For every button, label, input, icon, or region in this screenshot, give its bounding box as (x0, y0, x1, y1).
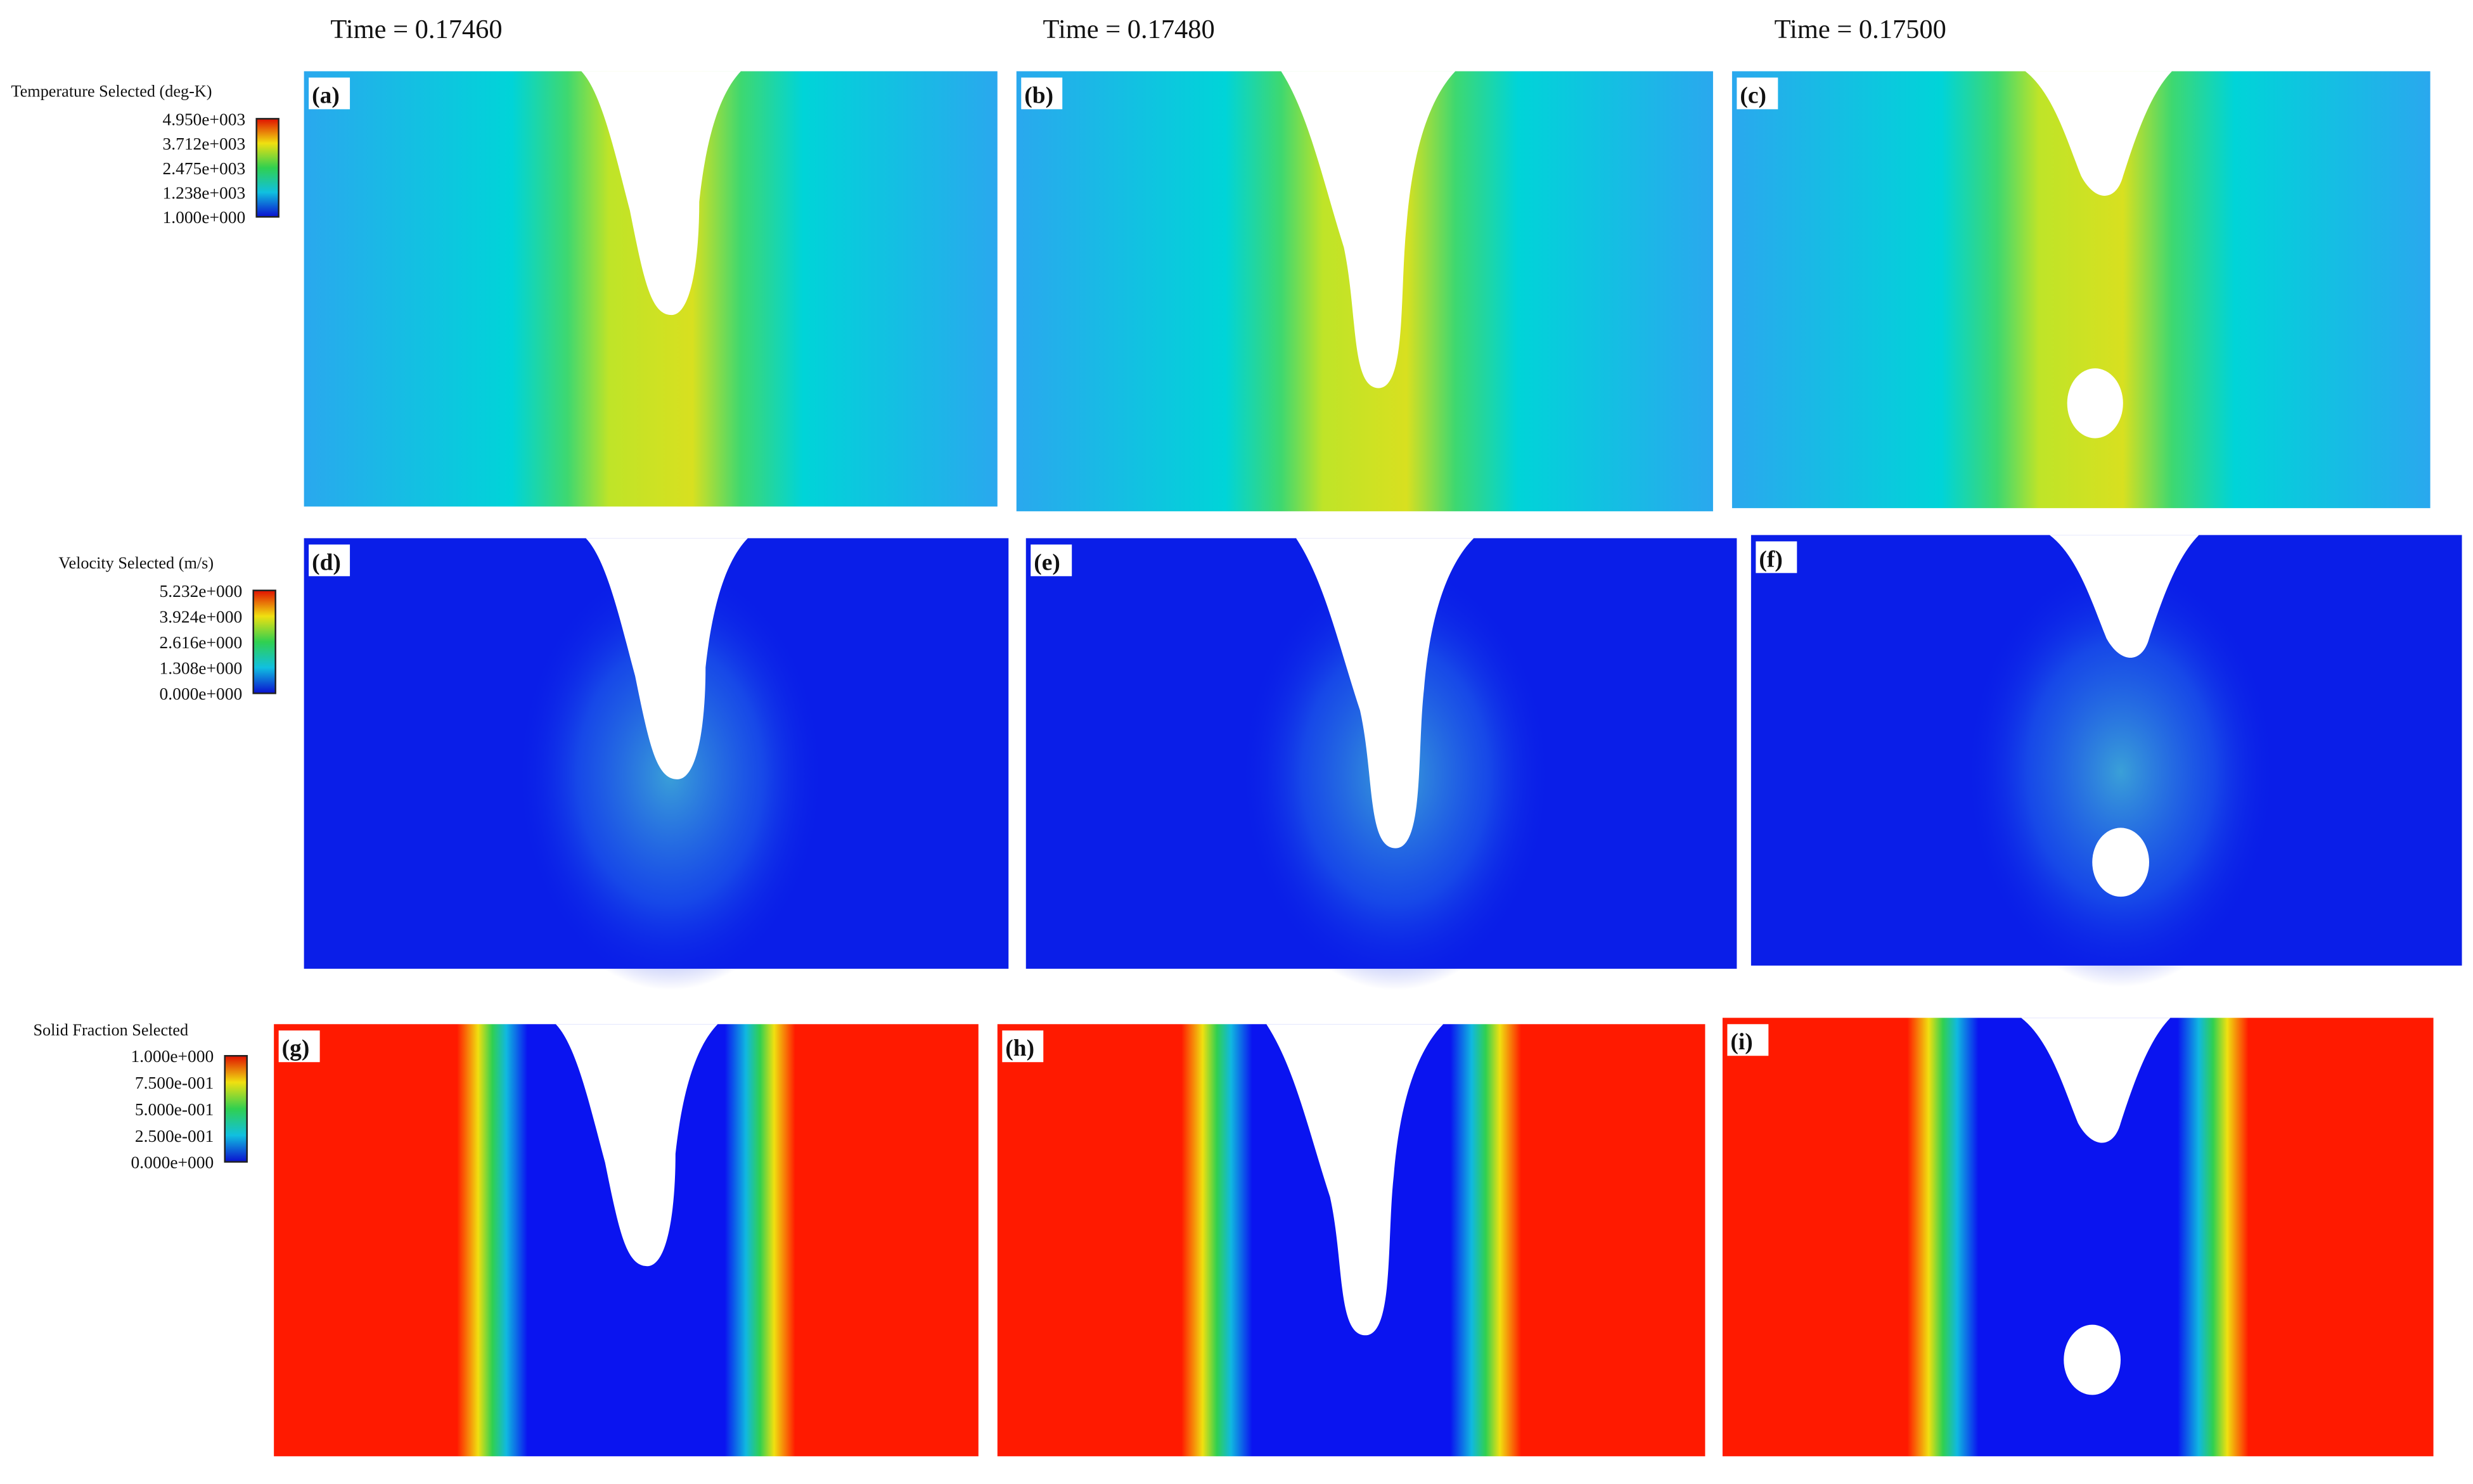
panel: (f) (1750, 535, 2462, 987)
panel-label: (f) (1759, 546, 1782, 572)
label-box (1737, 77, 1778, 110)
legend-tick: 3.924e+000 (160, 607, 243, 626)
flow-region (1964, 556, 2277, 987)
keyhole (2025, 71, 2172, 196)
keyhole (2049, 535, 2199, 658)
panel-label: (h) (1005, 1035, 1034, 1061)
colorbar (224, 1054, 248, 1163)
legend-tick: 0.000e+000 (160, 684, 243, 703)
time-label: Time = 0.17460 (330, 15, 502, 44)
panel: (h) (997, 1024, 1705, 1457)
pore (2064, 1324, 2121, 1395)
panel: (c) (1731, 71, 2431, 508)
panel-label: (g) (282, 1035, 310, 1061)
legend-tick: 1.000e+000 (131, 1047, 214, 1066)
cavity (581, 71, 741, 316)
cavity (586, 538, 748, 779)
panel: (d) (304, 538, 1009, 990)
legend-tick: 7.500e-001 (135, 1073, 214, 1092)
panel: (g) (274, 1024, 979, 1457)
cavity (1281, 71, 1456, 388)
label-box (309, 77, 350, 110)
cavity (1295, 538, 1474, 848)
label-box (1031, 544, 1072, 577)
cavity (555, 1024, 718, 1267)
panel-label: (i) (1730, 1029, 1752, 1055)
legend-tick: 2.616e+000 (160, 633, 243, 652)
panel-label: (e) (1034, 549, 1060, 575)
legend-title: Velocity Selected (m/s) (58, 554, 214, 572)
keyhole (586, 538, 748, 779)
legend-tick: 4.950e+003 (162, 110, 245, 129)
legend-title: Temperature Selected (deg-K) (11, 82, 212, 100)
legend-tick: 5.000e-001 (135, 1100, 214, 1119)
panel-label: (a) (312, 82, 340, 108)
pore (2092, 828, 2149, 897)
legend-tick: 2.475e+003 (162, 159, 245, 178)
label-box (1021, 77, 1063, 110)
colorbar (252, 589, 276, 694)
keyhole (1295, 538, 1474, 848)
legend-tick: 1.238e+003 (162, 184, 245, 203)
label-box (1002, 1030, 1044, 1063)
panel-label: (c) (1740, 82, 1766, 108)
cavity (2020, 1018, 2171, 1395)
panel: (a) (304, 71, 998, 507)
keyhole (581, 71, 741, 316)
legend-tick: 1.308e+000 (160, 659, 243, 678)
label-box (309, 544, 350, 577)
label-box (278, 1030, 320, 1063)
legend-title: Solid Fraction Selected (33, 1021, 188, 1039)
cavity (2049, 535, 2199, 897)
colorbar (255, 118, 279, 218)
panel: (i) (1722, 1018, 2434, 1457)
cavity (2025, 71, 2172, 438)
panel: (b) (1016, 71, 1713, 511)
cavity (1266, 1024, 1444, 1336)
keyhole (2020, 1018, 2171, 1143)
label-box (1756, 541, 1797, 573)
keyhole (1266, 1024, 1444, 1336)
time-label: Time = 0.17500 (1775, 15, 1946, 44)
legend-tick: 3.712e+003 (162, 134, 245, 153)
time-label: Time = 0.17480 (1043, 15, 1215, 44)
panel-label: (d) (312, 549, 341, 575)
panel: (e) (1025, 538, 1737, 990)
label-box (1727, 1024, 1769, 1056)
pore (2067, 368, 2123, 438)
panel-label: (b) (1024, 82, 1053, 108)
keyhole (555, 1024, 718, 1267)
legend-tick: 5.232e+000 (160, 582, 243, 601)
legend-tick: 0.000e+000 (131, 1153, 214, 1172)
keyhole (1281, 71, 1456, 388)
legend-tick: 2.500e-001 (135, 1127, 214, 1146)
legend-tick: 1.000e+000 (162, 208, 245, 227)
